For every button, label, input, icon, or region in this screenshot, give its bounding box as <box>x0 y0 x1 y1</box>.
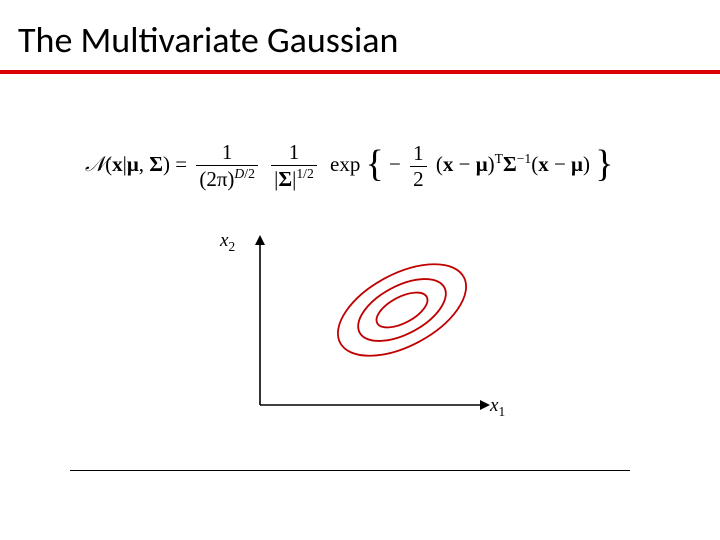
contour-svg <box>230 235 510 425</box>
minus: − <box>389 152 401 176</box>
bottom-rule <box>70 470 630 471</box>
formula-lhs: 𝒩(x|μ, Σ) = <box>85 152 192 176</box>
quadratic-form: (x − μ)TΣ−1(x − μ) <box>436 152 590 176</box>
x-axis-label: x1 <box>490 395 505 420</box>
frac-detsigma: 1 |Σ|1/2 <box>271 140 317 192</box>
slide-title: The Multivariate Gaussian <box>18 18 398 62</box>
slide: The Multivariate Gaussian 𝒩(x|μ, Σ) = 1 … <box>0 0 720 540</box>
contour-chart: x2 x1 <box>230 235 510 445</box>
exp-label: exp <box>330 152 360 176</box>
frac2-den: |Σ|1/2 <box>271 166 317 192</box>
frac1-num: 1 <box>196 140 258 166</box>
frac1-den: (2π)D/2 <box>196 166 258 192</box>
frac-2pi: 1 (2π)D/2 <box>196 140 258 192</box>
half-num: 1 <box>410 141 427 167</box>
y-axis-label: x2 <box>220 230 235 255</box>
half-den: 2 <box>410 167 427 192</box>
frac2-num: 1 <box>271 140 317 166</box>
gaussian-formula: 𝒩(x|μ, Σ) = 1 (2π)D/2 1 |Σ|1/2 exp { − 1… <box>85 140 645 192</box>
frac-half: 1 2 <box>410 141 427 192</box>
title-underline <box>0 70 720 74</box>
brace-open: { <box>366 143 384 185</box>
brace-close: } <box>595 143 613 185</box>
